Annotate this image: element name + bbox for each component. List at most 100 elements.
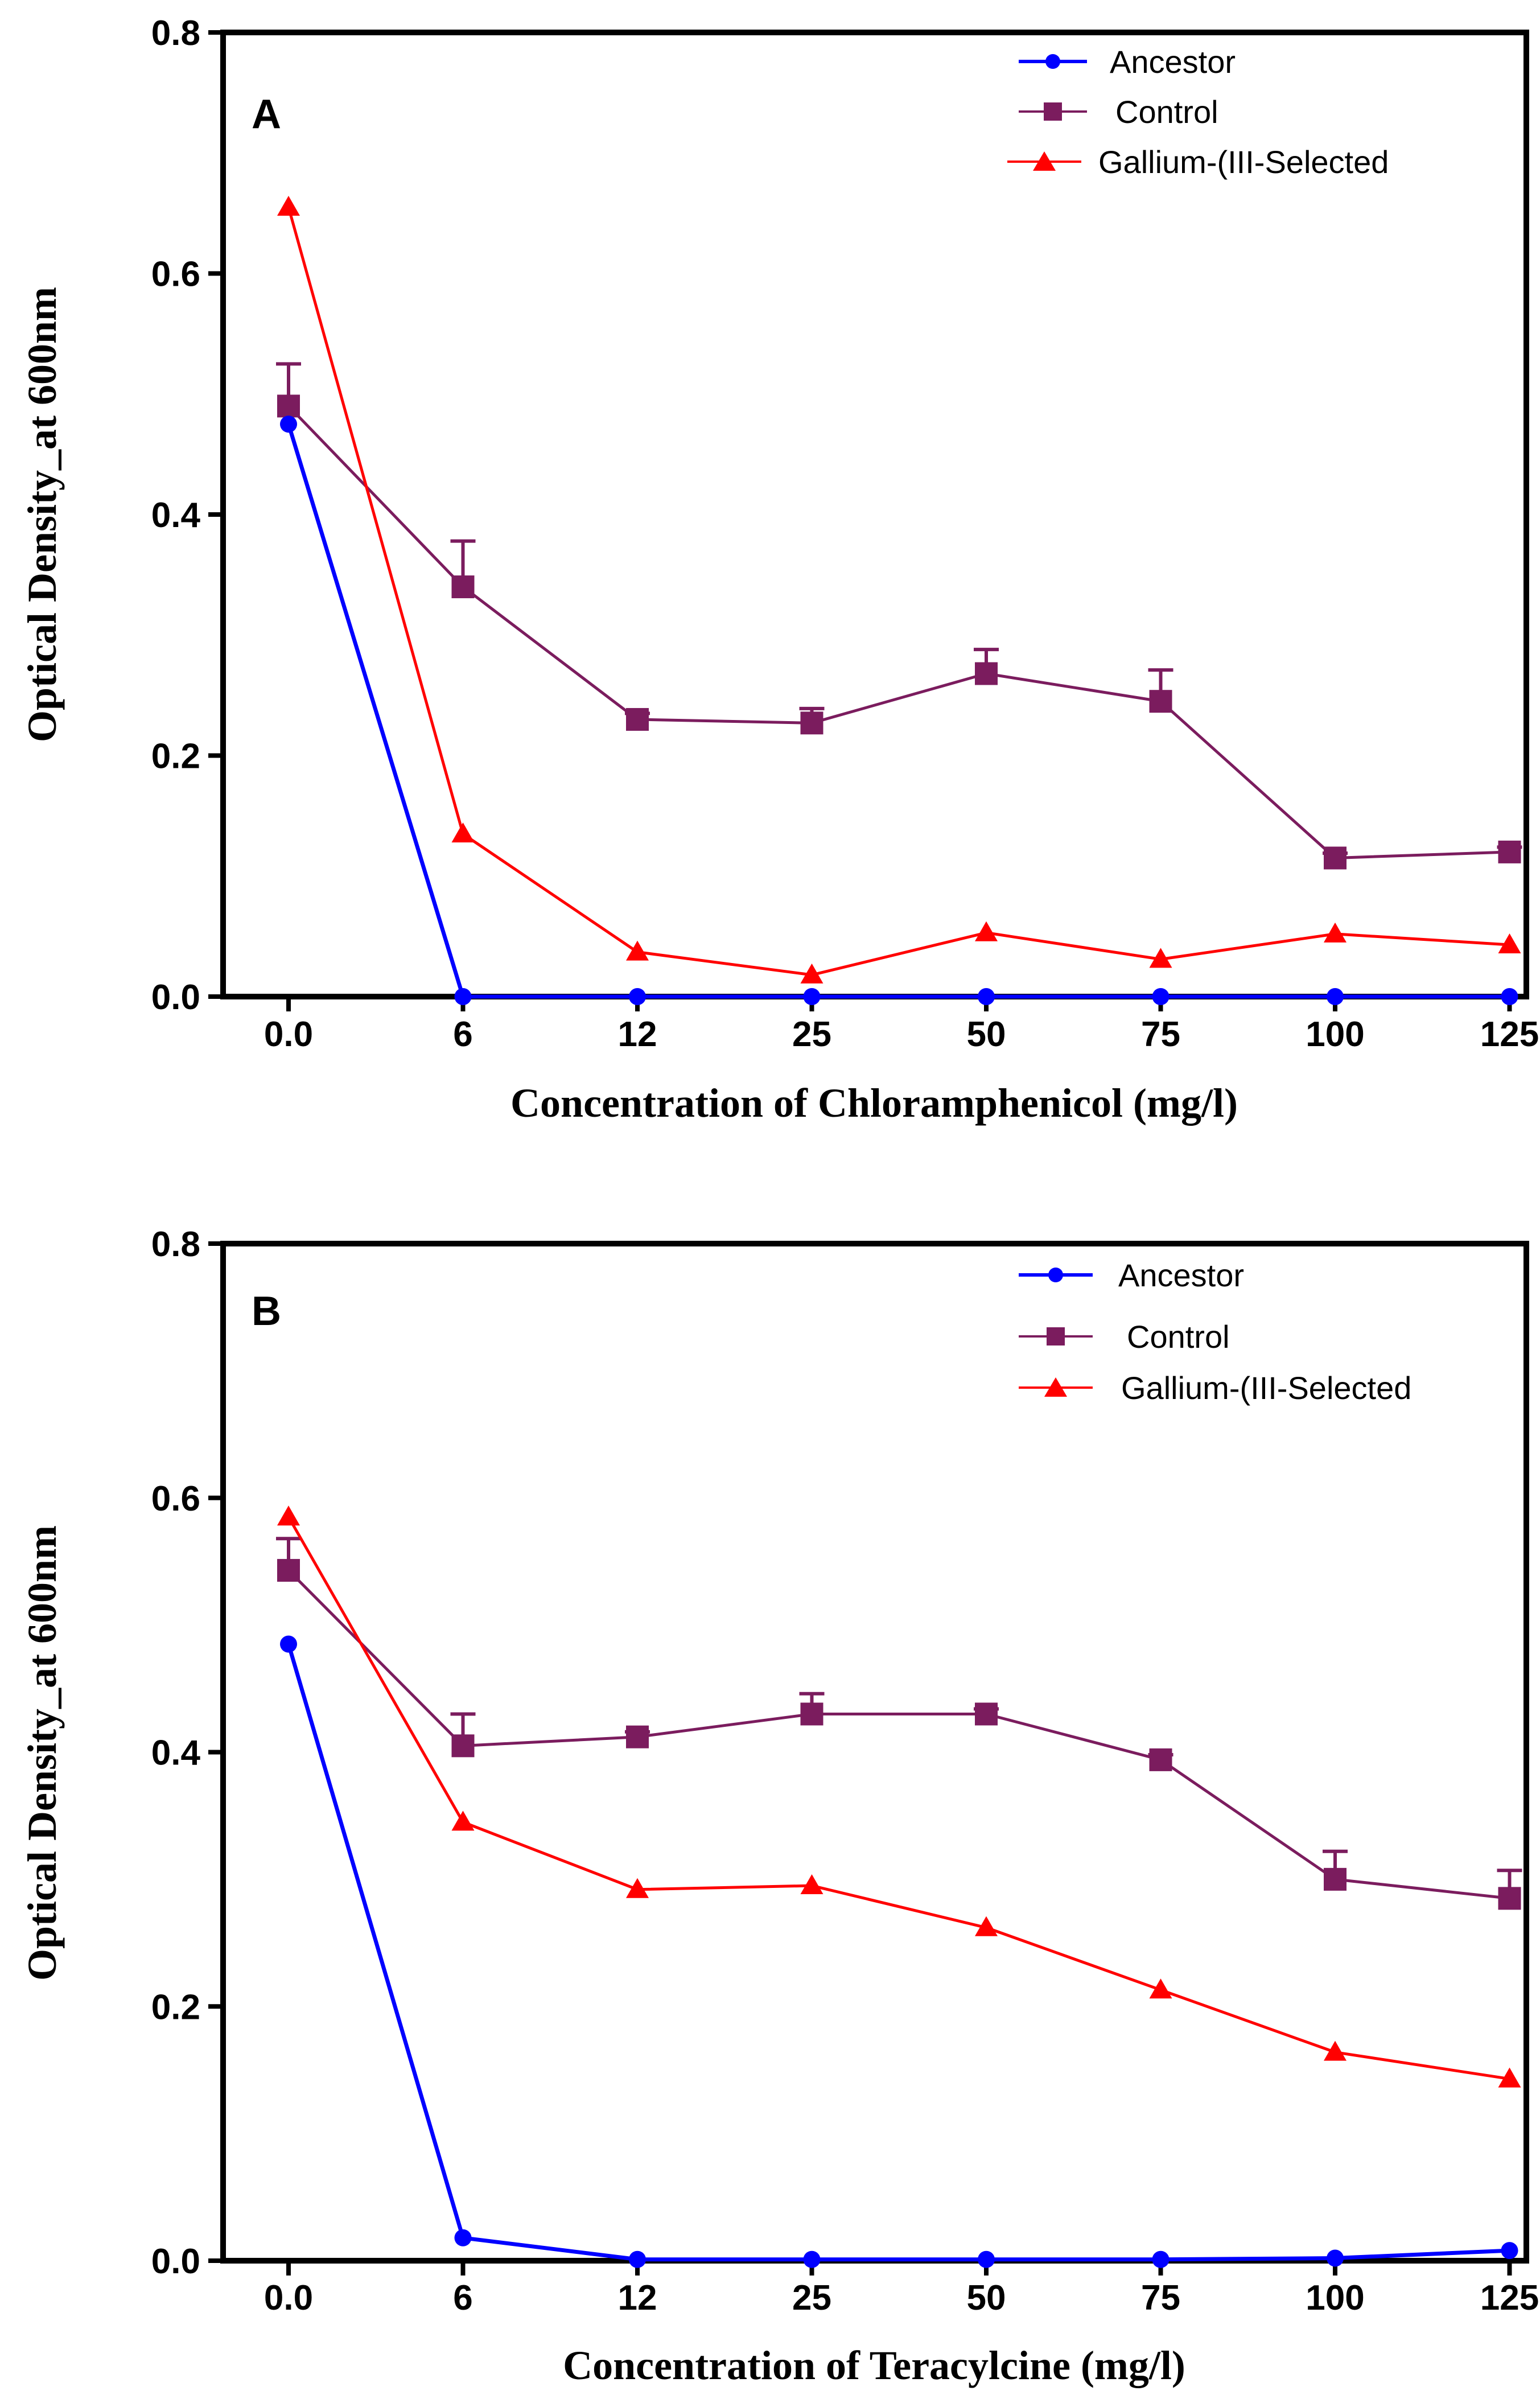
point-ancestor-0-0: [280, 415, 297, 433]
legend-entry-ancestor: Ancestor: [1019, 1257, 1244, 1293]
legend-a: Ancestor Control Gallium-(III-Selected: [1007, 44, 1389, 180]
point-gallium-75: [1149, 1978, 1172, 1999]
legend-entry-gallium: Gallium-(III-Selected: [1007, 144, 1389, 180]
x-ticks-b: 0.0 6 12 25 50 75 100 125: [264, 2261, 1539, 2318]
x-tick-label: 50: [967, 1015, 1006, 1054]
legend-marker-ancestor: [1048, 1268, 1063, 1282]
point-ancestor-12: [629, 988, 646, 1005]
point-ancestor-6: [454, 2229, 472, 2246]
point-gallium-12: [626, 940, 649, 961]
point-ancestor-25: [803, 988, 821, 1005]
point-gallium-125: [1498, 933, 1521, 953]
point-gallium-100: [1324, 922, 1347, 943]
series-ancestor: [280, 415, 1518, 1005]
y-tick-label: 0.8: [151, 14, 200, 53]
point-control-0-0: [277, 394, 300, 418]
point-gallium-0-0: [277, 196, 300, 216]
y-tick-label: 0.6: [151, 1479, 200, 1519]
y-tick-label: 0.4: [151, 496, 201, 535]
legend-marker-ancestor: [1045, 54, 1060, 69]
point-control-25: [800, 1702, 823, 1726]
y-tick-label: 0.6: [151, 255, 200, 294]
x-tick-label: 0.0: [264, 2278, 313, 2318]
point-control-125: [1498, 840, 1521, 863]
series-line-gallium: [287, 1516, 1510, 2081]
x-tick-label: 6: [453, 2278, 472, 2318]
series-line-control: [287, 1569, 1510, 1900]
point-control-100: [1324, 846, 1347, 870]
point-gallium-6: [451, 822, 475, 843]
y-axis-title-b: Optical Density_at 600nm: [19, 1525, 65, 1981]
legend-label-gallium: Gallium-(III-Selected: [1098, 144, 1389, 180]
point-ancestor-125: [1501, 988, 1518, 1005]
point-gallium-25: [800, 1874, 823, 1895]
y-tick-labels-a: 0.0 0.2 0.4 0.6 0.8: [151, 14, 223, 1017]
legend-marker-gallium: [1044, 1377, 1067, 1397]
point-control-12: [626, 1725, 649, 1748]
legend-label-control: Control: [1115, 94, 1218, 130]
legend-marker-control: [1047, 1327, 1065, 1345]
x-tick-label: 12: [618, 1015, 657, 1054]
x-tick-label: 50: [967, 2278, 1006, 2318]
point-ancestor-6: [454, 988, 472, 1005]
x-tick-label: 75: [1141, 1015, 1180, 1054]
plot-area-b: [276, 1505, 1522, 2268]
point-gallium-6: [451, 1811, 475, 1831]
point-gallium-50: [975, 1916, 998, 1936]
series-control: [276, 362, 1522, 870]
legend-entry-control: Control: [1019, 94, 1218, 130]
point-control-75: [1149, 1748, 1172, 1771]
point-gallium-125: [1498, 2067, 1521, 2088]
point-ancestor-100: [1327, 988, 1344, 1005]
point-ancestor-50: [978, 2250, 995, 2268]
y-tick-label: 0.0: [151, 978, 200, 1017]
legend-b: Ancestor Control Gallium-(III-Selected: [1019, 1257, 1411, 1406]
point-gallium-12: [626, 1878, 649, 1898]
y-tick-labels-b: 0.0 0.2 0.4 0.6 0.8: [151, 1225, 223, 2281]
x-tick-label: 125: [1480, 2278, 1539, 2318]
series-line-ancestor: [286, 423, 1510, 999]
point-gallium-0-0: [277, 1505, 300, 1526]
series-line-ancestor: [286, 1643, 1510, 2262]
legend-marker-gallium: [1033, 151, 1056, 171]
x-ticks-a: 0.0 6 12 25 50 75 100 125: [264, 997, 1539, 1054]
point-gallium-100: [1324, 2040, 1347, 2061]
plot-area-a: [276, 196, 1522, 1005]
legend-label-ancestor: Ancestor: [1110, 44, 1236, 80]
panel-label-b: B: [252, 1289, 281, 1334]
legend-label-control: Control: [1127, 1319, 1230, 1355]
x-tick-label: 75: [1141, 2278, 1180, 2318]
series-gallium: [277, 1505, 1521, 2088]
point-ancestor-12: [629, 2250, 646, 2268]
x-tick-label: 25: [792, 2278, 831, 2318]
point-control-25: [800, 711, 823, 735]
panel-label-a: A: [252, 92, 281, 137]
x-axis-title-b: Concentration of Teracylcine (mg/l): [563, 2343, 1185, 2388]
point-control-6: [451, 575, 475, 599]
point-control-50: [975, 1702, 998, 1726]
point-ancestor-125: [1501, 2242, 1518, 2260]
x-tick-label: 0.0: [264, 1015, 313, 1054]
y-tick-label: 0.2: [151, 737, 200, 776]
x-axis-title-a: Concentration of Chloramphenicol (mg/l): [510, 1080, 1238, 1126]
series-gallium: [277, 196, 1521, 984]
legend-entry-ancestor: Ancestor: [1019, 44, 1236, 80]
point-ancestor-75: [1152, 988, 1170, 1005]
panel-a: 0.0 0.2 0.4 0.6 0.8 0.0 6 12 25 50 75 100 125 A Opt…: [19, 14, 1539, 1126]
point-control-75: [1149, 690, 1172, 713]
series-line-control: [287, 405, 1510, 859]
point-gallium-25: [800, 963, 823, 984]
point-ancestor-50: [978, 988, 995, 1005]
x-tick-label: 25: [792, 1015, 831, 1054]
point-control-6: [451, 1734, 475, 1758]
x-tick-label: 125: [1480, 1015, 1539, 1054]
point-ancestor-100: [1327, 2249, 1344, 2267]
legend-marker-control: [1044, 102, 1062, 121]
point-control-125: [1498, 1887, 1521, 1910]
point-control-100: [1324, 1867, 1347, 1891]
y-tick-label: 0.4: [151, 1734, 201, 1773]
x-tick-label: 6: [453, 1015, 472, 1054]
x-tick-label: 12: [618, 2278, 657, 2318]
series-control: [276, 1537, 1522, 1910]
